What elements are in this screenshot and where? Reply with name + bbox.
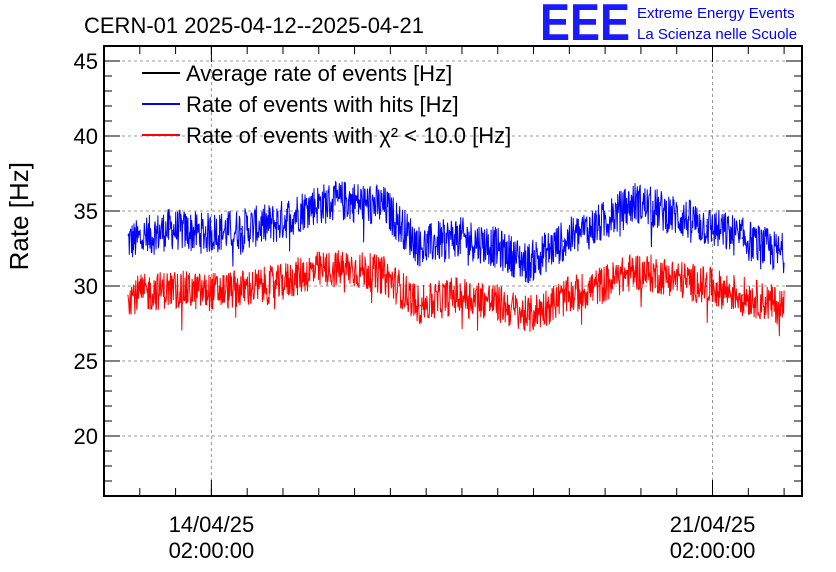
eee-logo-line1: Extreme Energy Events [637,5,795,22]
series-layer [127,181,785,337]
data-point [455,294,457,296]
data-point [777,304,779,307]
data-point [634,270,636,272]
data-point [634,201,636,203]
data-point [419,304,421,307]
data-point [347,199,350,202]
x-tick-label-date: 14/04/25 [169,512,255,537]
eee-logo-mark: EEE [540,0,630,52]
legend-label: Rate of events with hits [Hz] [186,92,459,117]
data-point [419,246,421,248]
data-point [598,223,600,226]
data-point [705,225,708,227]
data-point [562,297,565,299]
data-point [383,274,386,277]
y-axis-label: Rate [Hz] [4,162,34,270]
data-point [705,285,708,287]
data-point [490,300,493,302]
data-point [276,222,278,224]
data-point [312,204,314,206]
data-point [312,270,314,272]
data-point [133,294,135,296]
data-point [133,240,135,242]
data-point [455,235,457,238]
data-point [168,228,171,230]
y-tick-label: 35 [74,199,98,224]
data-point [490,244,493,247]
data-point [741,294,744,296]
data-point [168,288,171,290]
data-point [204,291,207,293]
data-point [526,262,529,265]
x-tick-label-time: 02:00:00 [670,538,756,563]
series-line-2 [127,250,785,337]
series-line-1 [127,181,785,284]
data-point [598,285,600,287]
y-tick-label: 30 [74,274,98,299]
data-point [276,283,278,286]
data-point [669,213,672,215]
x-tick-label-date: 21/04/25 [670,512,756,537]
chart-title: CERN-01 2025-04-12--2025-04-21 [84,13,424,38]
data-point [347,267,350,269]
legend: Average rate of events [Hz] Rate of event… [142,61,511,148]
eee-logo: EEE Extreme Energy Events La Scienza nel… [540,0,797,52]
data-point [240,288,243,290]
data-point [383,205,386,208]
data-point [240,228,243,230]
x-tick-label-time: 02:00:00 [169,538,255,563]
y-tick-label: 40 [74,124,98,149]
axes: 20253035404514/04/2502:00:0021/04/2502:0… [74,45,802,563]
grid [104,46,802,496]
y-tick-label: 20 [74,424,98,449]
data-point [741,237,744,239]
eee-logo-line2: La Scienza nelle Scuole [637,26,797,43]
y-tick-label: 45 [74,49,98,74]
data-point [526,315,529,317]
y-tick-label: 25 [74,349,98,374]
data-point [777,252,779,254]
legend-label: Average rate of events [Hz] [186,61,452,86]
legend-label: Rate of events with χ² < 10.0 [Hz] [186,123,511,148]
data-point [669,276,672,278]
data-point [204,232,207,235]
data-point [562,240,565,242]
